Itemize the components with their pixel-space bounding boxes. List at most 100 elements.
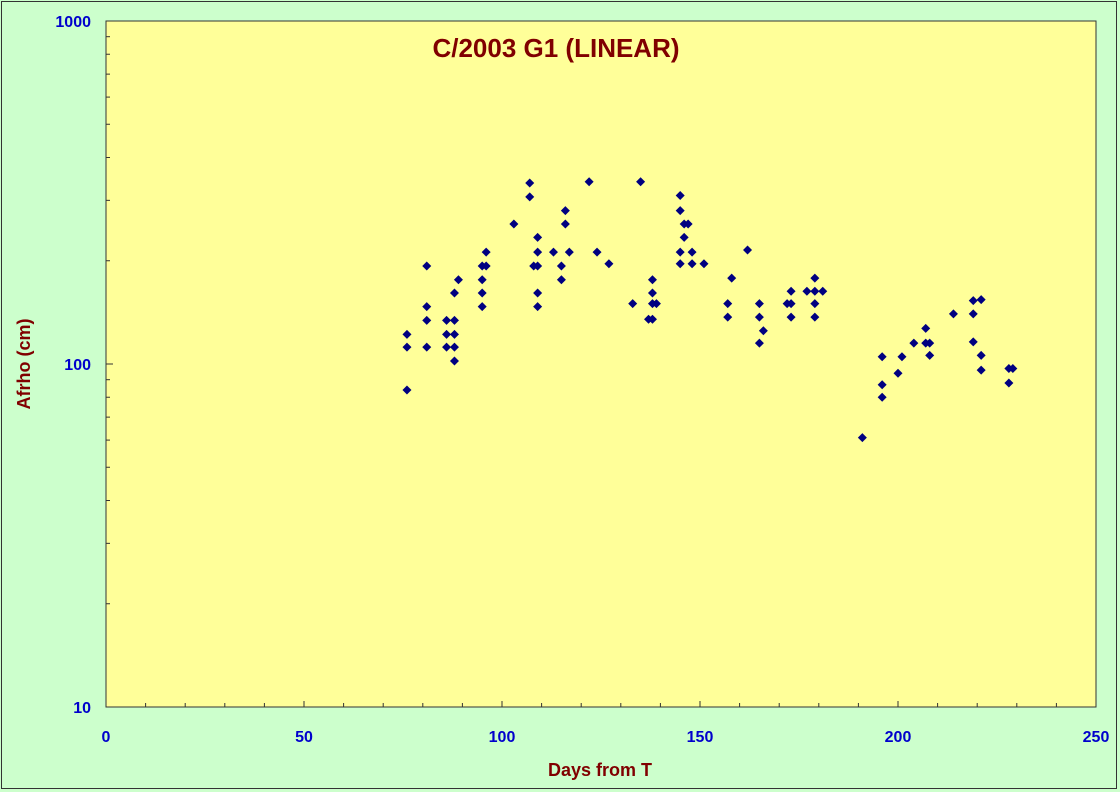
chart-title: C/2003 G1 (LINEAR) xyxy=(432,33,679,63)
data-point xyxy=(687,259,697,269)
data-point xyxy=(628,299,638,309)
data-point xyxy=(675,259,685,269)
x-tick-label: 200 xyxy=(885,729,912,746)
data-point xyxy=(877,392,887,402)
data-point xyxy=(754,312,764,322)
data-point xyxy=(556,261,566,271)
data-point xyxy=(976,365,986,375)
data-point xyxy=(683,219,693,229)
y-tick-label: 1000 xyxy=(55,14,91,31)
data-point xyxy=(592,247,602,257)
data-point xyxy=(422,261,432,271)
data-point xyxy=(477,302,487,312)
x-axis-title: Days from T xyxy=(548,760,652,780)
data-point xyxy=(909,338,919,348)
data-point xyxy=(727,273,737,283)
data-point xyxy=(449,342,459,352)
data-point xyxy=(893,368,903,378)
data-point xyxy=(481,247,491,257)
y-tick-label: 100 xyxy=(64,357,91,374)
data-point xyxy=(786,299,796,309)
data-point xyxy=(533,261,543,271)
data-point xyxy=(743,245,753,255)
y-axis-title: Afrho (cm) xyxy=(14,319,34,410)
data-point xyxy=(449,315,459,325)
data-point xyxy=(477,288,487,298)
data-point xyxy=(651,299,661,309)
data-point xyxy=(548,247,558,257)
data-point xyxy=(925,350,935,360)
data-point xyxy=(810,312,820,322)
data-point xyxy=(754,299,764,309)
data-point xyxy=(699,259,709,269)
x-tick-label: 50 xyxy=(295,729,313,746)
data-point xyxy=(976,350,986,360)
data-point xyxy=(1004,378,1014,388)
x-tick-label: 150 xyxy=(687,729,714,746)
data-point xyxy=(422,302,432,312)
data-point xyxy=(647,288,657,298)
data-point xyxy=(877,380,887,390)
y-tick-label: 10 xyxy=(73,700,91,717)
data-point xyxy=(675,247,685,257)
data-point xyxy=(477,275,487,285)
data-point xyxy=(560,206,570,216)
data-point xyxy=(687,247,697,257)
x-tick-label: 250 xyxy=(1083,729,1110,746)
plot-area xyxy=(105,20,1097,708)
data-point xyxy=(968,337,978,347)
data-point xyxy=(897,352,907,362)
x-tick-label: 0 xyxy=(102,729,111,746)
data-point xyxy=(442,329,452,339)
data-point xyxy=(968,309,978,319)
data-point xyxy=(422,342,432,352)
data-point xyxy=(948,309,958,319)
data-point xyxy=(533,247,543,257)
data-point xyxy=(564,247,574,257)
data-point xyxy=(786,286,796,296)
data-point xyxy=(449,329,459,339)
data-point xyxy=(723,299,733,309)
data-point xyxy=(442,315,452,325)
data-points xyxy=(402,177,1018,443)
data-point xyxy=(647,314,657,324)
data-point xyxy=(449,356,459,366)
data-point xyxy=(525,178,535,188)
data-point xyxy=(857,433,867,443)
data-point xyxy=(675,190,685,200)
data-point xyxy=(754,338,764,348)
data-point xyxy=(533,232,543,242)
data-point xyxy=(636,177,646,187)
data-point xyxy=(533,288,543,298)
axes: 0 50 100 150 200 250 10 100 1000 xyxy=(55,14,1109,746)
data-point xyxy=(802,286,812,296)
data-point xyxy=(810,273,820,283)
data-point xyxy=(449,288,459,298)
data-point xyxy=(560,219,570,229)
data-point xyxy=(509,219,519,229)
data-point xyxy=(758,326,768,336)
data-point xyxy=(818,286,828,296)
data-point xyxy=(810,299,820,309)
data-point xyxy=(604,259,614,269)
data-point xyxy=(647,275,657,285)
data-point xyxy=(533,302,543,312)
data-point xyxy=(921,323,931,333)
data-point xyxy=(925,338,935,348)
data-point xyxy=(584,177,594,187)
data-point xyxy=(402,342,412,352)
data-point xyxy=(442,342,452,352)
x-tick-label: 100 xyxy=(489,729,516,746)
data-point xyxy=(453,275,463,285)
data-point xyxy=(525,192,535,202)
data-point xyxy=(1008,364,1018,374)
data-point xyxy=(679,232,689,242)
data-point xyxy=(675,206,685,216)
data-point xyxy=(556,275,566,285)
data-point xyxy=(402,329,412,339)
data-point xyxy=(877,352,887,362)
data-point xyxy=(402,385,412,395)
data-point xyxy=(723,312,733,322)
